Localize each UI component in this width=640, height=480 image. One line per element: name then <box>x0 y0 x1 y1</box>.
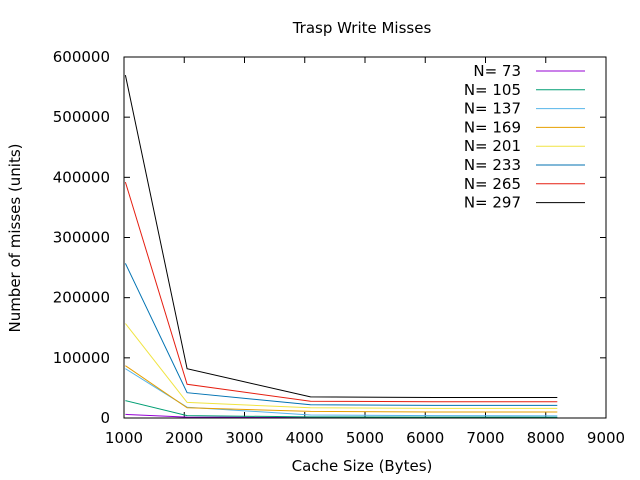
x-tick-label: 6000 <box>406 429 444 447</box>
x-tick-label: 9000 <box>587 429 625 447</box>
legend-label: N= 297 <box>464 194 521 212</box>
y-tick-label: 200000 <box>53 289 110 307</box>
y-tick-label: 400000 <box>53 168 110 186</box>
y-tick-label: 0 <box>100 409 110 427</box>
x-tick-label: 3000 <box>225 429 263 447</box>
y-tick-label: 600000 <box>53 48 110 66</box>
axis-ticks: 1000 2000 3000 4000 5000 6000 7000 8000 9000 0 100… <box>53 48 625 447</box>
legend-label: N= 73 <box>473 62 521 80</box>
x-tick-label: 1000 <box>105 429 143 447</box>
series-line-7 <box>124 181 558 403</box>
legend-label: N= 169 <box>464 118 521 136</box>
series-line-8 <box>124 74 558 398</box>
series-line-5 <box>125 323 558 409</box>
legend-label: N= 201 <box>464 137 521 155</box>
legend-label: N= 105 <box>464 81 521 99</box>
legend-label: N= 265 <box>464 175 521 193</box>
legend-label: N= 137 <box>464 100 521 118</box>
series-line-4 <box>125 365 558 413</box>
y-tick-label: 500000 <box>53 108 110 126</box>
x-tick-label: 8000 <box>527 429 565 447</box>
x-tick-label: 7000 <box>466 429 504 447</box>
plot-frame <box>123 56 607 419</box>
series-line-6 <box>124 263 558 406</box>
legend-label: N= 233 <box>464 156 521 174</box>
series-line-2 <box>125 400 558 418</box>
x-tick-label: 2000 <box>165 429 203 447</box>
chart-title: Trasp Write Misses <box>292 19 432 37</box>
x-tick-label: 5000 <box>346 429 384 447</box>
y-tick-label: 300000 <box>53 229 110 247</box>
y-axis-label: Number of misses (units) <box>6 143 24 332</box>
x-axis-label: Cache Size (Bytes) <box>292 457 433 475</box>
x-tick-label: 4000 <box>286 429 324 447</box>
y-tick-label: 100000 <box>53 349 110 367</box>
